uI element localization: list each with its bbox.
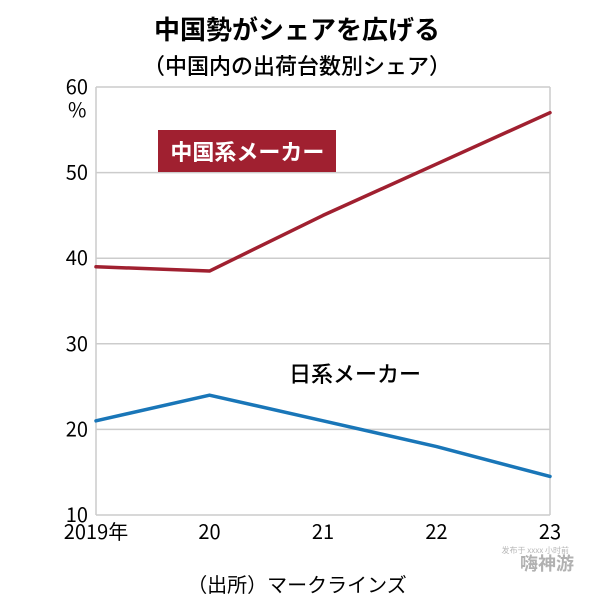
chart-title: 中国勢がシェアを広げる <box>0 0 594 47</box>
svg-text:2019年: 2019年 <box>64 516 128 545</box>
source-attribution: （出所）マークラインズ <box>0 569 594 598</box>
watermark: 嗨神游 <box>520 550 574 576</box>
svg-text:30: 30 <box>66 328 88 357</box>
svg-text:21: 21 <box>312 516 334 545</box>
svg-text:%: % <box>68 94 86 123</box>
chart-area: 102030405060%2019年20212223 中国系メーカー 日系メーカ… <box>50 75 560 545</box>
svg-text:50: 50 <box>66 157 88 186</box>
svg-text:22: 22 <box>425 516 447 545</box>
svg-text:20: 20 <box>198 516 220 545</box>
series-label-china: 中国系メーカー <box>158 130 336 172</box>
svg-text:23: 23 <box>539 516 560 545</box>
svg-text:40: 40 <box>66 242 88 271</box>
series-label-japan: 日系メーカー <box>289 357 421 389</box>
svg-text:20: 20 <box>66 413 88 442</box>
